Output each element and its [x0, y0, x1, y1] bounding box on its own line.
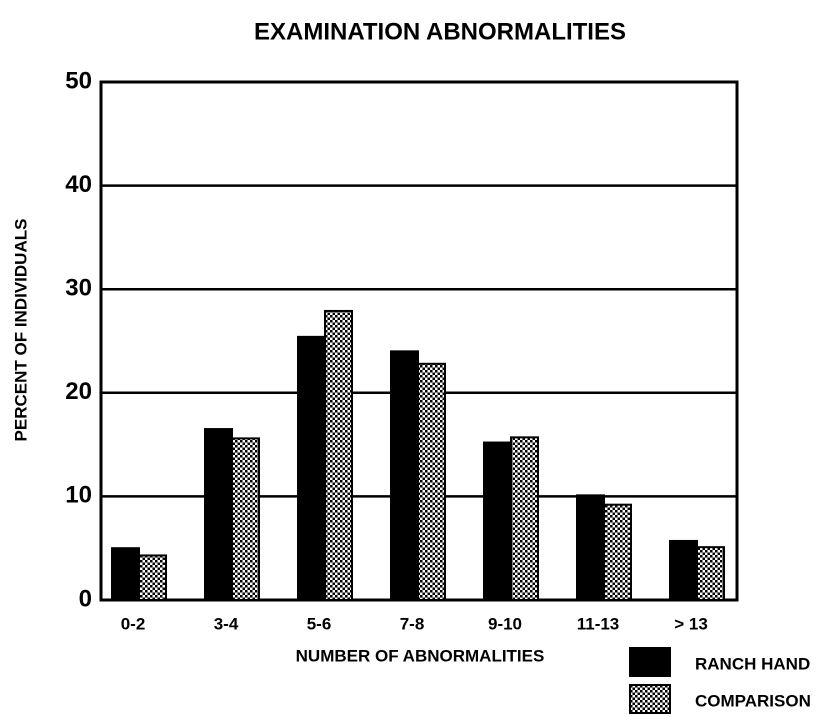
x-tick-label: 11-13 — [577, 614, 620, 633]
x-tick-label: 9-10 — [488, 614, 522, 633]
bar — [603, 503, 632, 601]
x-tick-label: 0-2 — [121, 614, 146, 633]
legend-label: COMPARISON — [695, 691, 811, 710]
bar — [390, 350, 419, 601]
legend-label: RANCH HAND — [695, 654, 810, 673]
y-tick-label: 30 — [65, 275, 92, 302]
x-tick-label: 3-4 — [214, 614, 239, 633]
bar — [324, 309, 353, 601]
x-tick-label: > 13 — [674, 614, 708, 633]
bar — [417, 362, 446, 601]
bar — [696, 546, 725, 601]
y-tick-label: 10 — [65, 482, 92, 509]
legend-swatch — [629, 647, 671, 677]
y-axis-label: PERCENT OF INDIVIDUALS — [11, 219, 30, 442]
bar — [231, 437, 260, 601]
bar — [111, 547, 140, 602]
chart-title: EXAMINATION ABNORMALITIES — [254, 18, 626, 45]
x-tick-label: 7-8 — [400, 614, 425, 633]
y-tick-label: 20 — [65, 378, 92, 405]
y-tick-label: 0 — [79, 585, 92, 612]
y-tick-label: 40 — [65, 171, 92, 198]
bar — [510, 436, 539, 601]
bar — [204, 428, 233, 601]
bar — [297, 335, 326, 601]
x-axis-label: NUMBER OF ABNORMALITIES — [296, 646, 545, 665]
legend-swatch — [629, 684, 671, 714]
x-tick-label: 5-6 — [307, 614, 332, 633]
bar — [483, 441, 512, 602]
bar — [669, 539, 698, 601]
y-tick-label: 50 — [65, 67, 92, 94]
bar — [576, 494, 605, 602]
bar — [138, 554, 167, 602]
